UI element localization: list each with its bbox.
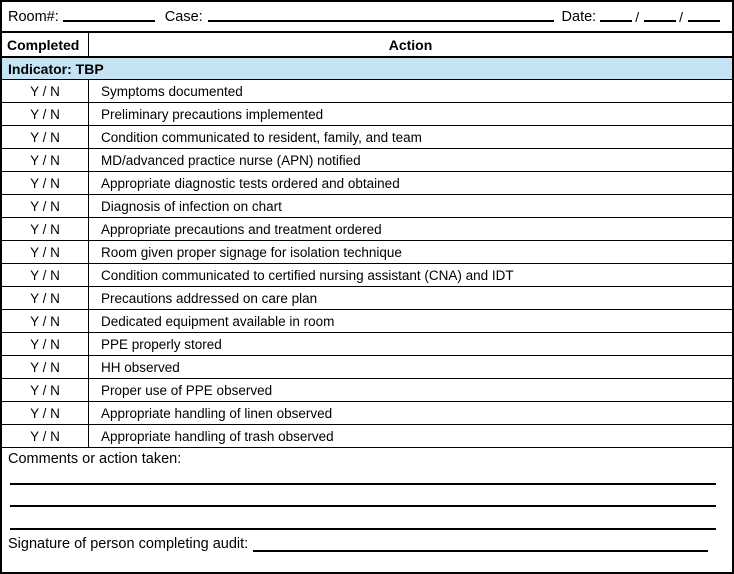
signature-field[interactable] [253, 534, 708, 552]
yn-cell[interactable]: Y / N [2, 310, 89, 332]
signature-row: Signature of person completing audit: [8, 532, 708, 552]
indicator-label: Indicator: TBP [8, 60, 104, 77]
yn-cell[interactable]: Y / N [2, 241, 89, 263]
action-cell: Precautions addressed on care plan [101, 290, 318, 306]
action-cell: Appropriate handling of linen observed [101, 405, 333, 421]
table-row: Y / N PPE properly stored [2, 333, 732, 356]
action-cell: Appropriate diagnostic tests ordered and… [101, 175, 400, 191]
case-label: Case: [164, 8, 203, 25]
room-number-label: Room#: [8, 8, 59, 25]
table-row: Y / N Dedicated equipment available in r… [2, 310, 732, 333]
action-cell: Room given proper signage for isolation … [101, 244, 402, 260]
comments-line-field[interactable] [10, 507, 716, 530]
action-cell: Preliminary precautions implemented [101, 106, 324, 122]
action-cell: Proper use of PPE observed [101, 382, 273, 398]
action-cell: Condition communicated to resident, fami… [101, 129, 422, 145]
yn-cell[interactable]: Y / N [2, 103, 89, 125]
yn-cell[interactable]: Y / N [2, 379, 89, 401]
table-row: Y / N Precautions addressed on care plan [2, 287, 732, 310]
comments-label: Comments or action taken: [8, 451, 182, 467]
action-cell: Dedicated equipment available in room [101, 313, 335, 329]
yn-cell[interactable]: Y / N [2, 425, 89, 447]
comments-section: Comments or action taken: Signature of p… [2, 448, 732, 572]
case-field[interactable] [207, 5, 554, 22]
table-row: Y / N Condition communicated to resident… [2, 126, 732, 149]
table-row: Y / N Symptoms documented [2, 80, 732, 103]
yn-cell[interactable]: Y / N [2, 126, 89, 148]
table-row: Y / N Appropriate handling of trash obse… [2, 425, 732, 448]
form-info-row: Room#: Case: Date: / / [2, 2, 732, 33]
indicator-row: Indicator: TBP [2, 58, 732, 80]
yn-cell[interactable]: Y / N [2, 172, 89, 194]
comments-line-field[interactable] [10, 469, 716, 485]
table-row: Y / N Appropriate handling of linen obse… [2, 402, 732, 425]
table-row: Y / N MD/advanced practice nurse (APN) n… [2, 149, 732, 172]
date-label: Date: [561, 8, 597, 25]
action-cell: HH observed [101, 359, 180, 375]
date-separator: / [635, 8, 640, 25]
table-row: Y / N Appropriate diagnostic tests order… [2, 172, 732, 195]
yn-cell[interactable]: Y / N [2, 80, 89, 102]
action-cell: Diagnosis of infection on chart [101, 198, 282, 214]
comments-line-field[interactable] [10, 485, 716, 507]
signature-label: Signature of person completing audit: [8, 536, 249, 552]
date-day-field[interactable] [644, 5, 677, 22]
completed-column-header: Completed [2, 33, 89, 56]
yn-cell[interactable]: Y / N [2, 287, 89, 309]
yn-cell[interactable]: Y / N [2, 264, 89, 286]
yn-cell[interactable]: Y / N [2, 333, 89, 355]
table-row: Y / N Proper use of PPE observed [2, 379, 732, 402]
room-number-field[interactable] [62, 5, 155, 22]
action-cell: Condition communicated to certified nurs… [101, 267, 514, 283]
table-row: Y / N Diagnosis of infection on chart [2, 195, 732, 218]
yn-cell[interactable]: Y / N [2, 356, 89, 378]
table-row: Y / N Room given proper signage for isol… [2, 241, 732, 264]
action-cell: MD/advanced practice nurse (APN) notifie… [101, 152, 361, 168]
action-column-header: Action [388, 36, 433, 53]
date-year-field[interactable] [688, 5, 720, 22]
yn-cell[interactable]: Y / N [2, 402, 89, 424]
table-header-row: Completed Action [2, 33, 732, 58]
table-row: Y / N Preliminary precautions implemente… [2, 103, 732, 126]
yn-cell[interactable]: Y / N [2, 195, 89, 217]
table-row: Y / N Appropriate precautions and treatm… [2, 218, 732, 241]
yn-cell[interactable]: Y / N [2, 149, 89, 171]
yn-cell[interactable]: Y / N [2, 218, 89, 240]
table-row: Y / N Condition communicated to certifie… [2, 264, 732, 287]
date-separator: / [679, 8, 683, 25]
action-cell: Appropriate precautions and treatment or… [101, 221, 382, 237]
action-cell: Symptoms documented [101, 83, 243, 99]
action-cell: Appropriate handling of trash observed [101, 428, 334, 444]
table-row: Y / N HH observed [2, 356, 732, 379]
date-month-field[interactable] [600, 5, 633, 22]
action-cell: PPE properly stored [101, 336, 222, 352]
